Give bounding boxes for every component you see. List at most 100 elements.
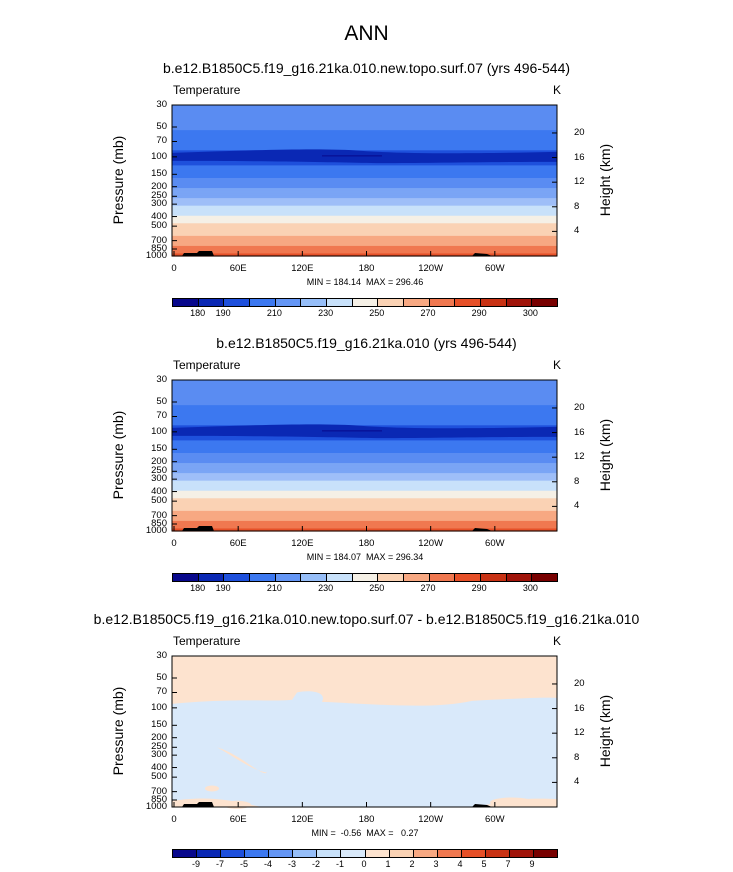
temperature-band xyxy=(172,465,557,469)
colorbar-swatch xyxy=(269,850,294,857)
y-tick-label: 100 xyxy=(151,150,167,162)
temperature-band xyxy=(172,147,557,151)
colorbar-label: 290 xyxy=(471,308,487,318)
temperature-band xyxy=(172,450,557,454)
temperature-band xyxy=(172,183,557,187)
y-tick-label: 70 xyxy=(156,135,167,147)
x-tick-label: 120E xyxy=(291,814,314,825)
topography-mask xyxy=(472,804,492,807)
temperature-band xyxy=(172,122,557,126)
temperature-band xyxy=(172,145,557,149)
panel-title: b.e12.B1850C5.f19_g16.21ka.010 (yrs 496-… xyxy=(216,335,517,351)
y-tick-label: 1000 xyxy=(145,525,167,536)
plot-frame xyxy=(171,104,558,257)
colorbar-label: 180 xyxy=(190,583,206,593)
colorbar-swatch xyxy=(404,299,430,306)
colorbar-swatch xyxy=(173,574,199,581)
temperature-band xyxy=(172,137,557,141)
temperature-band xyxy=(172,172,557,177)
colorbar-swatch xyxy=(301,299,328,306)
y-tick-label: 100 xyxy=(151,425,167,437)
topography-mask xyxy=(472,528,492,531)
temperature-band xyxy=(172,215,557,219)
y-tick-label: 850 xyxy=(151,243,167,254)
colorbar xyxy=(172,849,558,858)
temperature-band xyxy=(172,525,557,530)
temperature-band xyxy=(172,480,557,484)
x-tick-label: 60W xyxy=(485,538,505,549)
temperature-band xyxy=(172,447,557,452)
temperature-band xyxy=(172,422,557,426)
main-title: ANN xyxy=(344,22,389,45)
variable-label: Temperature xyxy=(173,83,241,97)
temperature-band xyxy=(172,513,557,517)
temperature-band xyxy=(172,120,557,124)
temperature-band xyxy=(172,495,557,499)
units-label: K xyxy=(553,358,562,372)
temperature-band xyxy=(172,445,557,449)
temperature-band xyxy=(172,190,557,194)
colorbar-swatch xyxy=(485,850,510,857)
y-tick-label: 150 xyxy=(151,443,167,455)
y-tick-label: 250 xyxy=(151,190,167,202)
diff-positive-blob xyxy=(223,800,251,809)
colorbar-swatch xyxy=(532,299,558,306)
temperature-band xyxy=(172,528,557,532)
temperature-band xyxy=(172,440,557,444)
temperature-band xyxy=(172,460,557,464)
temperature-band xyxy=(172,485,557,489)
y-tick-label: 700 xyxy=(151,234,167,246)
temperature-band xyxy=(172,200,557,204)
colorbar-label: 7 xyxy=(505,859,511,869)
y-tick-label: 200 xyxy=(151,455,167,467)
panel-title: b.e12.B1850C5.f19_g16.21ka.010.new.topo.… xyxy=(162,60,571,76)
colorbar-swatch xyxy=(198,574,225,581)
colorbar xyxy=(172,298,558,307)
y-tick-label: 700 xyxy=(151,785,167,797)
y-tick-label: 700 xyxy=(151,509,167,521)
temperature-band xyxy=(172,508,557,512)
colorbar-label: -7 xyxy=(215,859,224,869)
colorbar-swatch xyxy=(197,850,222,857)
y-tick-label: 100 xyxy=(151,701,167,713)
colorbar-label: -9 xyxy=(191,859,200,869)
colorbar-swatch xyxy=(250,574,276,581)
temperature-band xyxy=(172,233,557,237)
y-right-tick-label: 20 xyxy=(574,677,585,689)
y-right-tick-label: 4 xyxy=(574,225,580,237)
temperature-band xyxy=(172,407,557,411)
y-tick-label: 400 xyxy=(151,210,167,222)
colorbar-swatch xyxy=(341,850,366,857)
y-right-tick-label: 20 xyxy=(574,126,585,138)
colorbar-label: -1 xyxy=(335,859,344,869)
colorbar-swatch xyxy=(352,574,379,581)
temperature-band xyxy=(172,203,557,207)
y-right-tick-label: 12 xyxy=(574,451,585,463)
colorbar-label: 190 xyxy=(215,308,231,318)
colorbar-swatch xyxy=(481,299,507,306)
temperature-band xyxy=(172,382,557,386)
temperature-band xyxy=(172,185,557,189)
plot-frame xyxy=(171,655,558,808)
colorbar-swatch xyxy=(198,299,225,306)
y-right-tick-label: 16 xyxy=(574,151,585,163)
min-max-label: MIN = 184.07 MAX = 296.34 xyxy=(306,552,424,562)
temperature-band xyxy=(172,380,557,384)
y-tick-label: 200 xyxy=(151,180,167,192)
temperature-band xyxy=(172,437,557,441)
y-axis-title-right: Height (km) xyxy=(597,694,613,767)
colorbar-swatch xyxy=(455,574,482,581)
temperature-band xyxy=(172,248,557,252)
temperature-band xyxy=(172,238,557,242)
colorbar-label: -2 xyxy=(311,859,320,869)
y-right-tick-label: 12 xyxy=(574,727,585,739)
temperature-band xyxy=(172,165,557,169)
colorbar-swatch xyxy=(455,299,482,306)
colorbar-swatch xyxy=(245,850,270,857)
y-right-tick-label: 12 xyxy=(574,176,585,188)
y-tick-label: 300 xyxy=(151,473,167,485)
topography-mask xyxy=(182,251,214,256)
colorbar-swatch xyxy=(429,574,456,581)
temperature-band xyxy=(172,205,557,209)
